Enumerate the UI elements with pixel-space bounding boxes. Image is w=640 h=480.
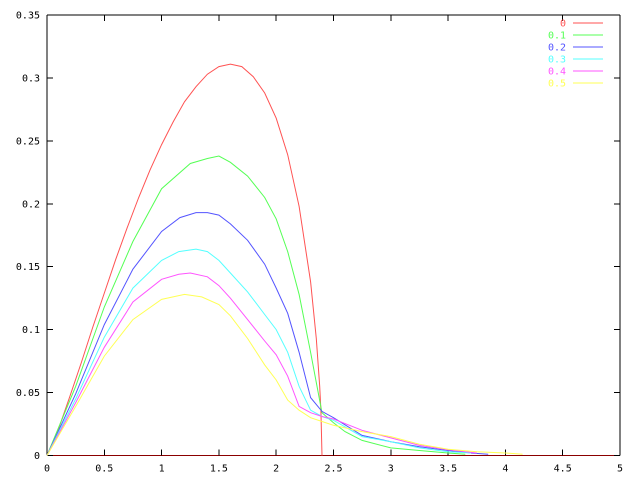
y-tick-label: 0.35 <box>16 11 40 22</box>
x-tick-label: 4 <box>502 464 508 475</box>
x-tick-label: 3 <box>388 464 394 475</box>
x-tick-label: 1 <box>159 464 165 475</box>
y-tick-label: 0.15 <box>16 262 40 273</box>
series-line-0 <box>46 63 323 456</box>
legend-label-0.2: 0.2 <box>548 43 566 54</box>
y-tick-label: 0.05 <box>16 388 40 399</box>
y-tick-label: 0.3 <box>22 73 40 84</box>
x-tick-label: 2.5 <box>324 464 342 475</box>
legend-label-0.3: 0.3 <box>548 55 566 66</box>
legend-label-0.5: 0.5 <box>548 79 566 90</box>
y-tick-label: 0.25 <box>16 136 40 147</box>
x-tick-label: 2 <box>273 464 279 475</box>
x-tick-label: 5 <box>617 464 623 475</box>
series-line-0.1 <box>46 155 466 456</box>
legend-label-0: 0 <box>560 19 566 30</box>
x-tick-label: 0 <box>44 464 50 475</box>
x-tick-label: 1.5 <box>210 464 228 475</box>
y-tick-label: 0.2 <box>22 199 40 210</box>
series-line-0.3 <box>46 248 472 456</box>
series-line-0.4 <box>46 272 477 456</box>
x-tick-label: 0.5 <box>95 464 113 475</box>
legend-label-0.1: 0.1 <box>548 31 566 42</box>
x-tick-label: 3.5 <box>439 464 457 475</box>
series-line-0.5 <box>46 293 523 456</box>
y-tick-label: 0.1 <box>22 325 40 336</box>
y-tick-label: 0 <box>34 451 40 462</box>
x-tick-label: 4.5 <box>554 464 572 475</box>
legend-label-0.4: 0.4 <box>548 67 566 78</box>
